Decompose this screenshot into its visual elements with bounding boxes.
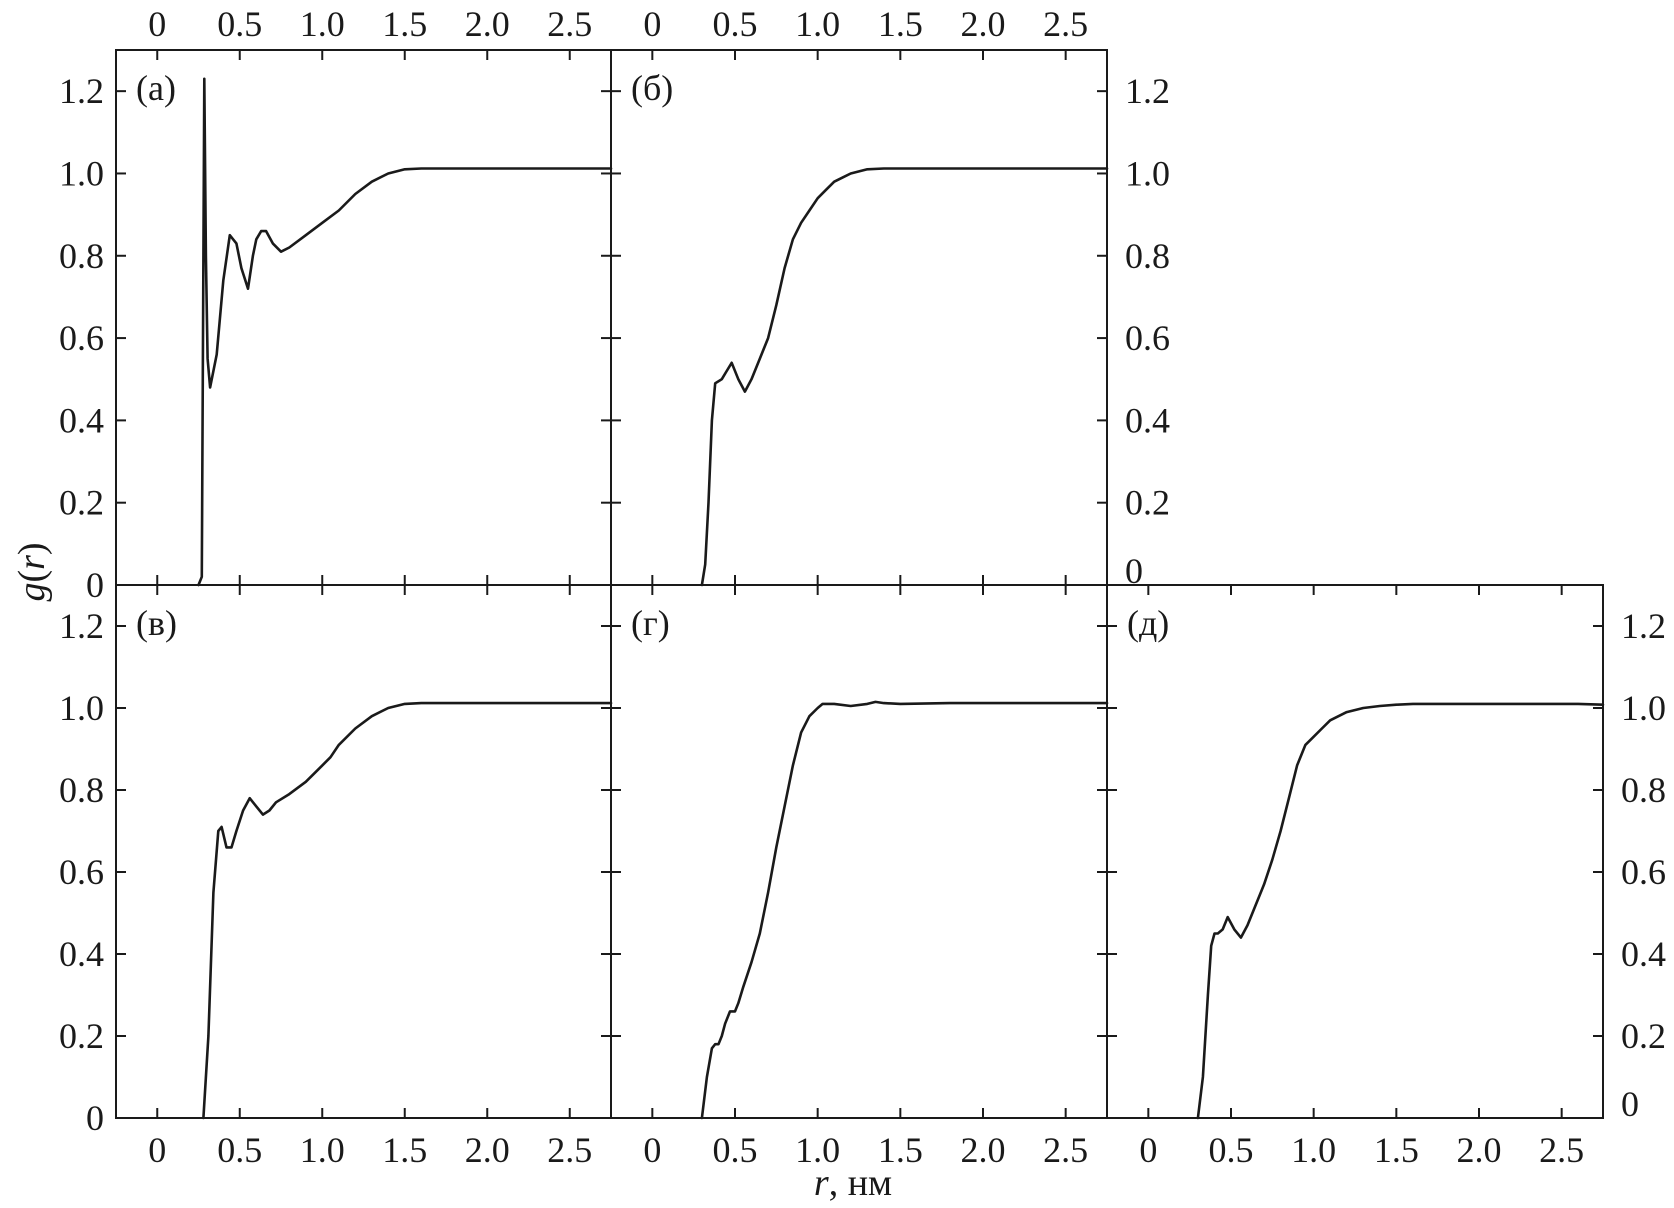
x-tick-label: 1.0 [300, 4, 345, 44]
y-tick-label: 0.6 [1621, 852, 1666, 892]
x-tick-label: 1.0 [1291, 1130, 1336, 1170]
x-tick-label: 2.5 [1043, 1130, 1088, 1170]
y-tick-label: 0.8 [1125, 236, 1170, 276]
x-tick-label: 2.0 [465, 1130, 510, 1170]
x-tick-label: 0.5 [217, 1130, 262, 1170]
panel-a: 0 0.5 1.0 1.5 2.0 2.5 0 0.2 0.4 0.6 0.8 1.0 1.2 (а) [59, 4, 613, 605]
y-tick-label: 0.2 [59, 1016, 104, 1056]
x-tick-label: 1.0 [795, 4, 840, 44]
gr-curve [700, 700, 1109, 1120]
x-tick-label: 0 [148, 1130, 166, 1170]
y-tick-label: 0.4 [59, 934, 104, 974]
x-tick-label: 2.0 [961, 4, 1006, 44]
y-tick-label: 1.2 [1125, 71, 1170, 111]
x-axis-title-unit: , нм [829, 1162, 892, 1204]
y-tick-label: 0.6 [59, 852, 104, 892]
y-tick-label: 1.2 [59, 71, 104, 111]
x-tick-label: 2.5 [1539, 1130, 1584, 1170]
y-axis-title-close: ) [11, 542, 53, 555]
x-tick-label: 2.5 [547, 1130, 592, 1170]
y-tick-label: 0.6 [1125, 318, 1170, 358]
panel-frame [1106, 584, 1604, 1119]
gr-curve [700, 167, 1109, 587]
y-tick-label: 0 [1125, 551, 1143, 591]
y-tick-label: 0.4 [59, 400, 104, 440]
y-tick-label: 0.2 [59, 483, 104, 523]
gr-curve [1196, 702, 1605, 1120]
y-tick-label: 0.6 [59, 318, 104, 358]
x-axis-title-var: r [814, 1162, 829, 1204]
y-tick-label: 0 [86, 565, 104, 605]
panel-d: 0 0.5 1.0 1.5 2.0 2.5 0 0.2 0.4 0.6 0.8 1.0 1.2 (д) [1106, 584, 1666, 1170]
y-tick-label: 1.2 [1621, 606, 1666, 646]
panel-label: (а) [136, 68, 176, 108]
gr-curve [202, 701, 613, 1120]
panel-label: (б) [631, 68, 673, 108]
y-tick-label: 0.4 [1125, 400, 1170, 440]
y-tick-label: 0.2 [1621, 1016, 1666, 1056]
x-tick-label: 0.5 [713, 4, 758, 44]
y-tick-label: 0.4 [1621, 934, 1666, 974]
x-axis-title: r, нм [814, 1162, 892, 1204]
panel-label: (г) [631, 603, 670, 643]
panel-b: 0 0.5 1.0 1.5 2.0 2.5 0 0.2 0.4 0.6 0.8 1.0 1.2 (б) [610, 4, 1170, 591]
y-tick-label: 1.0 [59, 153, 104, 193]
x-tick-label: 0 [643, 1130, 661, 1170]
panel-g: 0 0.5 1.0 1.5 2.0 2.5 (г) [610, 584, 1109, 1170]
x-tick-label: 0.5 [217, 4, 262, 44]
x-tick-label: 2.5 [547, 4, 592, 44]
panel-label: (в) [136, 603, 177, 643]
panel-frame [610, 49, 1108, 586]
y-tick-label: 0.8 [59, 236, 104, 276]
x-tick-label: 1.5 [1374, 1130, 1419, 1170]
x-tick-label: 2.5 [1043, 4, 1088, 44]
x-tick-label: 1.0 [300, 1130, 345, 1170]
y-tick-label: 0 [86, 1098, 104, 1138]
x-tick-label: 1.5 [878, 4, 923, 44]
y-tick-label: 0.2 [1125, 483, 1170, 523]
x-tick-label: 1.0 [795, 1130, 840, 1170]
y-tick-label: 1.0 [1125, 153, 1170, 193]
panel-frame [115, 49, 612, 586]
panel-label: (д) [1127, 603, 1169, 643]
gr-curve [197, 77, 613, 587]
y-tick-label: 1.2 [59, 606, 104, 646]
x-tick-label: 0.5 [1209, 1130, 1254, 1170]
panel-v: 0 0.5 1.0 1.5 2.0 2.5 0 0.2 0.4 0.6 0.8 1.0 1.2 (в) [59, 584, 613, 1170]
x-tick-label: 1.5 [382, 1130, 427, 1170]
x-tick-label: 2.0 [465, 4, 510, 44]
x-tick-label: 1.5 [878, 1130, 923, 1170]
x-tick-label: 0 [148, 4, 166, 44]
x-tick-label: 0 [1139, 1130, 1157, 1170]
x-tick-label: 1.5 [382, 4, 427, 44]
y-axis-title-var-g: g [11, 583, 53, 602]
panel-frame [610, 584, 1108, 1119]
y-tick-label: 0 [1621, 1084, 1639, 1124]
y-tick-label: 1.0 [1621, 688, 1666, 728]
x-tick-label: 2.0 [961, 1130, 1006, 1170]
y-axis-title-var-r: r [11, 555, 53, 570]
x-tick-label: 0.5 [713, 1130, 758, 1170]
x-tick-label: 2.0 [1457, 1130, 1502, 1170]
panel-frame [115, 584, 612, 1119]
y-axis-title-open: ( [11, 570, 53, 583]
y-tick-label: 0.8 [1621, 770, 1666, 810]
x-tick-label: 0 [643, 4, 661, 44]
y-tick-label: 0.8 [59, 770, 104, 810]
y-axis-title: g(r) [11, 542, 53, 601]
y-tick-label: 1.0 [59, 688, 104, 728]
